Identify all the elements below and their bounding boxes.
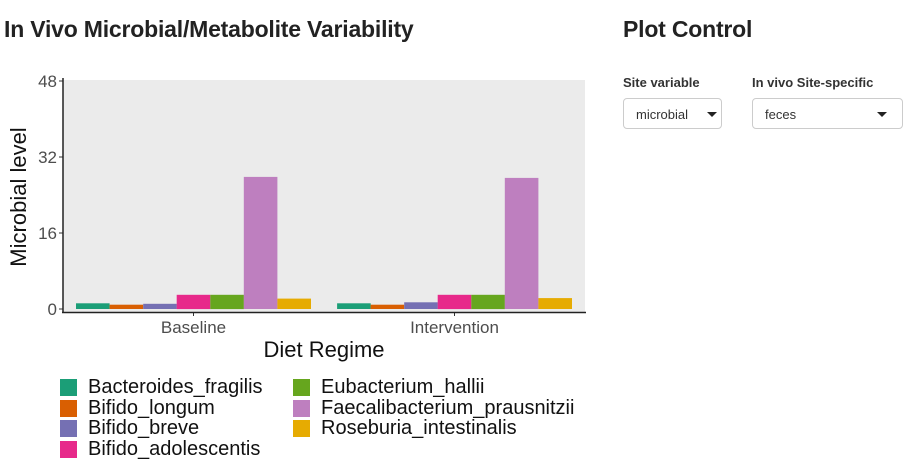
site-specific-select[interactable]: feces: [752, 98, 903, 129]
bar-Eubacterium_hallii-Baseline: [210, 294, 244, 310]
legend-key: [293, 379, 310, 396]
microbial-bar-chart: 0 16 32 48 Baseline Intervention Microbial l…: [6, 72, 586, 362]
bar-Bifido_breve-Baseline: [143, 303, 177, 309]
bar-Bifido_longum-Intervention: [370, 304, 405, 309]
panel-title-right: Plot Control: [623, 16, 753, 42]
bar-Roseburia_intestinalis-Baseline: [277, 298, 311, 309]
legend-label: Bifido_adolescentis: [88, 437, 261, 460]
y-tick-label: 32: [38, 148, 57, 167]
legend-key: [293, 420, 310, 437]
site-variable-value: microbial: [636, 107, 689, 122]
legend-label: Bifido_breve: [88, 417, 200, 439]
legend-label: Faecalibacterium_prausnitzii: [321, 396, 575, 419]
legend-key: [60, 440, 77, 458]
y-tick-label: 0: [48, 300, 57, 319]
legend-key: [60, 420, 77, 437]
legend-key: [293, 399, 310, 417]
legend-item: Eubacterium_hallii: [293, 377, 593, 398]
bar-Eubacterium_hallii-Intervention: [471, 294, 505, 310]
bar-Bacteroides_fragilis-Intervention: [337, 303, 371, 309]
bar-Roseburia_intestinalis-Intervention: [538, 298, 572, 309]
plot-panel-background: [63, 80, 585, 312]
caret-down-icon: [707, 112, 717, 117]
site-variable-label: Site variable: [623, 75, 700, 90]
panel-title-left: In Vivo Microbial/Metabolite Variability: [4, 16, 414, 42]
bar-Bacteroides_fragilis-Baseline: [76, 303, 110, 309]
legend-label: Bacteroides_fragilis: [88, 376, 263, 398]
bar-Bifido_adolescentis-Intervention: [437, 294, 472, 310]
legend-label: Roseburia_intestinalis: [321, 417, 517, 439]
bar-Faecalibacterium_prausnitzii-Baseline: [243, 176, 278, 309]
y-tick-label: 16: [38, 224, 57, 243]
legend-item: Roseburia_intestinalis: [293, 417, 593, 439]
legend-label: Bifido_longum: [88, 396, 215, 419]
bar-Bifido_adolescentis-Baseline: [176, 294, 211, 310]
bar-Bifido_breve-Intervention: [404, 302, 438, 309]
site-variable-select[interactable]: microbial: [623, 98, 722, 129]
legend-column-2: Eubacterium_hallii Faecalibacterium_prau…: [293, 377, 593, 439]
y-tick-label: 48: [38, 72, 57, 91]
legend-key: [60, 399, 77, 417]
bar-Bifido_longum-Baseline: [109, 304, 144, 309]
x-axis-title: Diet Regime: [263, 337, 384, 362]
y-axis-title: Microbial level: [6, 127, 31, 266]
legend-item: Faecalibacterium_prausnitzii: [293, 396, 593, 419]
x-tick-label: Baseline: [161, 318, 226, 337]
site-specific-value: feces: [765, 107, 797, 122]
site-specific-label: In vivo Site-specific: [752, 75, 874, 90]
caret-down-icon: [877, 112, 887, 117]
legend-label: Eubacterium_hallii: [321, 377, 485, 398]
x-tick-label: Intervention: [410, 318, 499, 337]
legend-key: [60, 379, 77, 396]
bar-Faecalibacterium_prausnitzii-Intervention: [504, 177, 539, 309]
